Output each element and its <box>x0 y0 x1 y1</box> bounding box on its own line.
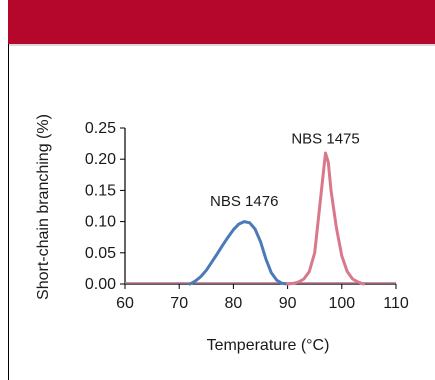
y-tick-label: 0.20 <box>85 151 116 168</box>
series-annotation: NBS 1475 <box>291 131 359 148</box>
y-axis-label: Short-chain branching (%) <box>35 114 52 300</box>
x-tick-label: 90 <box>279 295 297 312</box>
chart-axes: 60 70 80 90 100 110 0.00 0.05 0.10 0.15 0.20 0.25 <box>85 120 409 312</box>
series-line-1 <box>188 220 290 286</box>
y-tick-label: 0.10 <box>85 214 116 231</box>
x-tick-label: 70 <box>170 295 188 312</box>
series-line-2 <box>286 151 365 286</box>
y-tick-label: 0.25 <box>85 120 116 137</box>
series-annotation: NBS 1476 <box>210 193 278 210</box>
x-tick-label: 100 <box>328 295 355 312</box>
left-border <box>8 44 9 380</box>
y-tick-label: 0.00 <box>85 276 116 293</box>
y-tick-label: 0.05 <box>85 245 116 262</box>
chart-series <box>125 151 396 286</box>
header-band <box>8 0 435 44</box>
x-tick-label: 80 <box>225 295 243 312</box>
x-tick-label: 110 <box>383 295 409 312</box>
x-axis-label: Temperature (°C) <box>207 337 330 354</box>
x-tick-label: 60 <box>116 295 134 312</box>
header-divider <box>8 44 435 46</box>
chart-annotations: NBS 1476 NBS 1475 <box>210 131 360 210</box>
y-tick-label: 0.15 <box>85 182 116 199</box>
